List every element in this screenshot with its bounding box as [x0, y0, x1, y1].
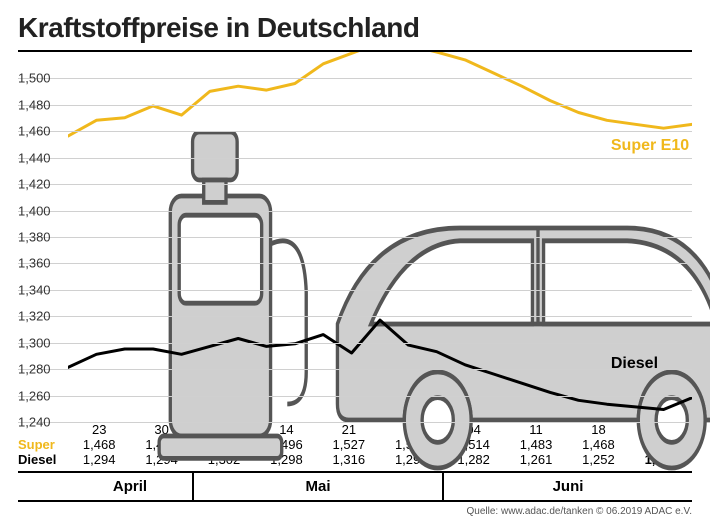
y-axis-label: 1,280 [18, 362, 51, 377]
data-table: 23300714212804111825Super1,4681,4791,494… [18, 422, 692, 467]
value-cell: 1,496 [255, 437, 317, 452]
value-cell: 1,494 [193, 437, 255, 452]
date-cell: 18 [567, 422, 629, 437]
series-label-super_e10: Super E10 [611, 137, 689, 155]
value-cell: 1,297 [380, 452, 442, 467]
value-cell: 1,294 [130, 452, 192, 467]
chart-plot: Super E10Diesel [68, 52, 692, 420]
date-cell: 30 [130, 422, 192, 437]
y-axis-label: 1,360 [18, 256, 51, 271]
gridline [18, 158, 692, 159]
month-box: April [68, 473, 194, 500]
gridline [18, 422, 692, 423]
table-row-label: Super [18, 437, 68, 452]
month-pad [18, 473, 68, 500]
gridline [18, 263, 692, 264]
gridline [18, 343, 692, 344]
value-cell: 1,261 [505, 452, 567, 467]
value-cell: 1,468 [567, 437, 629, 452]
y-axis-label: 1,400 [18, 203, 51, 218]
gridline [18, 396, 692, 397]
value-cell: 1,479 [130, 437, 192, 452]
source-line: Quelle: www.adac.de/tanken © 06.2019 ADA… [18, 506, 692, 517]
value-cell: 1,252 [567, 452, 629, 467]
y-axis-label: 1,440 [18, 150, 51, 165]
date-cell: 04 [442, 422, 504, 437]
y-axis-label: 1,260 [18, 388, 51, 403]
value-cell: 1,527 [318, 437, 380, 452]
gridline [18, 369, 692, 370]
value-cell: 1,525 [380, 437, 442, 452]
gridline [18, 211, 692, 212]
y-axis-label: 1,340 [18, 282, 51, 297]
table-row: Super1,4681,4791,4941,4961,5271,5251,514… [18, 437, 692, 452]
y-axis-label: 1,300 [18, 335, 51, 350]
chart-area: Super E10Diesel 1,2401,2601,2801,3001,32… [18, 50, 692, 420]
table-row: Diesel1,2941,2941,3021,2981,3161,2971,28… [18, 452, 692, 467]
date-cell: 25 [630, 422, 692, 437]
y-axis-label: 1,460 [18, 124, 51, 139]
gridline [18, 184, 692, 185]
month-box: Juni [444, 473, 692, 500]
value-cell: 1,298 [255, 452, 317, 467]
chart-title: Kraftstoffpreise in Deutschland [18, 12, 692, 44]
gridline [18, 105, 692, 106]
date-cell: 23 [68, 422, 130, 437]
y-axis-label: 1,480 [18, 97, 51, 112]
table-row-label: Diesel [18, 452, 68, 467]
gridline [18, 316, 692, 317]
y-axis-label: 1,240 [18, 415, 51, 430]
value-cell: 1,294 [68, 452, 130, 467]
date-cell: 07 [193, 422, 255, 437]
y-axis-label: 1,500 [18, 71, 51, 86]
value-cell: 1,465 [630, 437, 692, 452]
month-box: Mai [194, 473, 444, 500]
value-cell: 1,468 [68, 437, 130, 452]
date-cell: 28 [380, 422, 442, 437]
series-super_e10 [68, 52, 692, 136]
y-axis-label: 1,420 [18, 177, 51, 192]
y-axis-label: 1,320 [18, 309, 51, 324]
y-axis-label: 1,380 [18, 230, 51, 245]
value-cell: 1,282 [442, 452, 504, 467]
date-cell: 11 [505, 422, 567, 437]
value-cell: 1,257 [630, 452, 692, 467]
value-cell: 1,483 [505, 437, 567, 452]
gridline [18, 290, 692, 291]
table-date-row: 23300714212804111825 [18, 422, 692, 437]
gridline [18, 237, 692, 238]
gridline [18, 131, 692, 132]
gridline [18, 78, 692, 79]
value-cell: 1,514 [442, 437, 504, 452]
value-cell: 1,316 [318, 452, 380, 467]
month-bar: AprilMaiJuni [18, 471, 692, 502]
date-cell: 14 [255, 422, 317, 437]
chart-lines [68, 52, 692, 420]
fuel-price-infographic: Kraftstoffpreise in Deutschland [0, 0, 710, 520]
value-cell: 1,302 [193, 452, 255, 467]
date-cell: 21 [318, 422, 380, 437]
